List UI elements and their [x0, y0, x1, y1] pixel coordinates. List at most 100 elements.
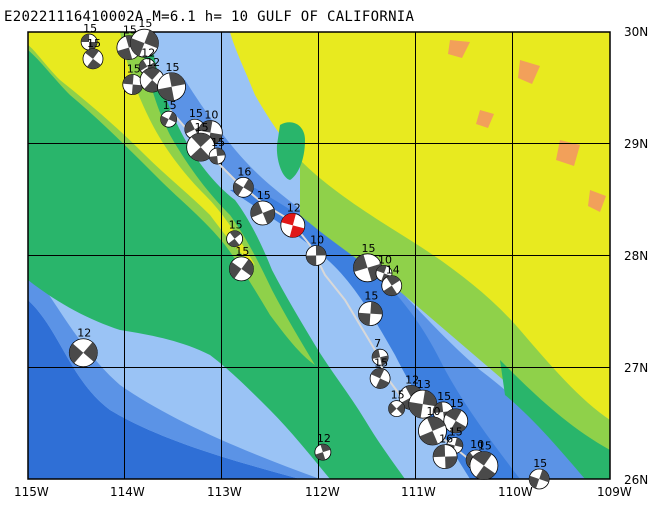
mechanism-compression-quadrant [130, 38, 145, 57]
focal-mechanism: 14 [381, 264, 403, 297]
mechanism-compression-quadrant [191, 133, 211, 148]
mechanism-compression-quadrant [353, 254, 368, 272]
mechanism-compression-quadrant [69, 343, 84, 364]
sonora-mainland [230, 32, 610, 420]
lon-label: 114W [110, 485, 145, 499]
depth-label: 15 [211, 136, 225, 149]
mechanism-compression-quadrant [472, 451, 492, 466]
mechanism-compression-quadrant [262, 208, 275, 225]
focal-mechanism: 7 [371, 337, 389, 366]
mechanism-compression-quadrant [433, 402, 444, 414]
focal-mechanism: 16 [232, 165, 254, 198]
mechanism-compression-quadrant [89, 42, 98, 51]
mechanism-compression-quadrant [122, 74, 134, 85]
lon-label: 109W [597, 485, 632, 499]
mechanism-compression-quadrant [371, 368, 385, 379]
mechanism-compression-quadrant [376, 265, 387, 274]
mechanism-compression-quadrant [81, 34, 90, 43]
focal-mechanism: 15 [228, 245, 254, 282]
map-title: E20221116410002A M=6.1 h= 10 GULF OF CAL… [4, 9, 415, 25]
depth-label: 15 [449, 425, 463, 438]
focal-mechanism: 15 [186, 121, 216, 162]
mechanism-compression-quadrant [396, 403, 405, 415]
mechanism-compression-quadrant [419, 430, 438, 445]
depth-label: 15 [123, 24, 137, 37]
focal-mechanism: 15 [250, 189, 276, 226]
mechanism-compression-quadrant [375, 378, 390, 389]
graticule [28, 32, 610, 479]
mechanism-compression-quadrant [386, 275, 401, 286]
depth-label: 12 [146, 56, 160, 69]
focal-mechanism: 15 [369, 356, 391, 389]
map-frame [27, 31, 611, 480]
mechanism-compression-quadrant [289, 225, 305, 238]
main-event-mechanism: 12 [280, 201, 306, 238]
depth-label: 12 [287, 201, 301, 214]
lon-axis: 115W 114W 113W 112W 111W 110W 109W [14, 485, 632, 499]
focal-mechanism: 12 [68, 327, 98, 368]
mechanism-compression-quadrant [168, 72, 186, 87]
mechanism-compression-quadrant [143, 68, 161, 81]
focal-mechanism: 15 [353, 242, 382, 283]
depth-label: 15 [257, 189, 271, 202]
mechanism-compression-quadrant [380, 355, 389, 366]
lon-label: 115W [14, 485, 49, 499]
focal-mechanism: 13 [408, 378, 438, 419]
mechanism-compression-quadrant [131, 84, 143, 95]
lat-label: 29N [624, 137, 648, 151]
mechanism-compression-quadrant [229, 261, 242, 279]
mechanism-compression-quadrant [233, 182, 244, 196]
lat-label: 30N [624, 25, 648, 39]
lon-label: 113W [207, 485, 242, 499]
mechanism-compression-quadrant [433, 444, 446, 458]
depth-label: 15 [450, 397, 464, 410]
lon-label: 111W [401, 485, 436, 499]
depth-label: 10 [426, 405, 440, 418]
mechanism-compression-quadrant [190, 147, 211, 162]
mechanism-compression-quadrant [408, 401, 423, 418]
mechanism-compression-quadrant [529, 475, 540, 489]
depth-label: 15 [166, 61, 180, 74]
depth-label: 15 [364, 290, 378, 303]
mechanism-compression-quadrant [449, 420, 467, 433]
mechanism-compression-quadrant [445, 408, 462, 421]
lat-label: 27N [624, 361, 648, 375]
depth-label: 10 [378, 253, 392, 266]
mechanism-compression-quadrant [241, 259, 254, 276]
depth-label: 12 [141, 47, 155, 60]
mechanism-compression-quadrant [160, 115, 169, 127]
baja-uplands [28, 32, 315, 365]
mechanism-compression-quadrant [243, 178, 254, 193]
focal-mechanism: 12 [314, 432, 332, 461]
mechanism-compression-quadrant [144, 80, 162, 93]
mechanism-compression-quadrant [358, 312, 371, 326]
mechanism-compression-quadrant [315, 452, 326, 461]
mechanism-compression-quadrant [229, 230, 241, 239]
lon-label: 112W [305, 485, 340, 499]
mechanism-compression-quadrant [157, 86, 175, 101]
depth-label: 16 [237, 165, 251, 178]
focal-mechanism: 16 [432, 433, 458, 470]
lon-label: 110W [498, 485, 533, 499]
depth-label: 10 [310, 234, 324, 247]
focal-mechanism: 15 [160, 99, 178, 128]
mechanism-compression-quadrant [422, 390, 437, 407]
depth-label: 10 [470, 438, 484, 451]
depth-label: 10 [204, 109, 218, 122]
depth-label: 15 [83, 22, 97, 35]
mechanism-compression-quadrant [209, 156, 218, 165]
mechanism-compression-quadrant [539, 469, 550, 483]
mechanism-compression-quadrant [86, 58, 101, 69]
depth-label: 15 [229, 219, 243, 232]
depth-label: 16 [439, 433, 453, 446]
mechanism-compression-quadrant [198, 120, 213, 133]
focal-mechanism: 15 [469, 440, 499, 480]
depth-label: 15 [362, 242, 376, 255]
mechanism-compression-quadrant [184, 120, 195, 134]
depth-label: 12 [77, 327, 91, 340]
depth-label: 12 [317, 432, 331, 445]
focal-mechanism: 10 [418, 405, 447, 446]
mechanism-compression-quadrant [454, 437, 463, 448]
